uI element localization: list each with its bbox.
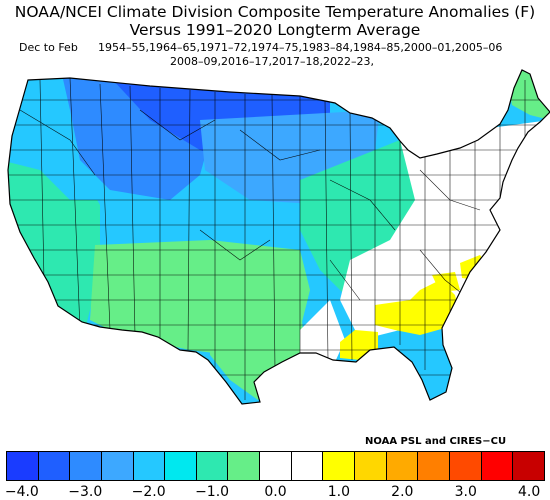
legend-swatch [513, 452, 544, 480]
region-southeast [375, 280, 460, 335]
legend-tick-label: −2.0 [131, 484, 166, 500]
legend-tick-label: 4.0 [518, 484, 541, 500]
legend-tick-label: 1.0 [327, 484, 351, 500]
legend-swatch [228, 452, 261, 480]
legend-swatch [481, 452, 514, 480]
us-climate-division-map [7, 69, 550, 405]
us-outline [7, 69, 550, 405]
region-southern-neutral [300, 300, 345, 362]
legend-swatch [101, 452, 134, 480]
data-credit: NOAA PSL and CIRES−CU [365, 436, 507, 447]
legend-tick-label: −4.0 [4, 484, 39, 500]
legend-swatch [260, 452, 292, 480]
legend-swatch [196, 452, 229, 480]
legend-swatch [133, 452, 166, 480]
legend-tick-label: −3.0 [68, 484, 103, 500]
legend-swatch [165, 452, 197, 480]
legend-swatch [323, 452, 356, 480]
map-title: NOAA/NCEI Climate Division Composite Tem… [14, 3, 536, 21]
legend-swatch [418, 452, 450, 480]
color-legend-bar [6, 451, 545, 481]
legend-swatch [38, 452, 71, 480]
legend-tick-label: 3.0 [454, 484, 477, 500]
season-label: Dec to Feb [19, 41, 78, 54]
map-subtitle: Versus 1991–2020 Longterm Average [129, 21, 421, 39]
legend-swatch [291, 452, 324, 480]
composite-years-line-2: 2008–09,2016–17,2017–18,2022–23, [170, 55, 374, 68]
legend-swatch [7, 452, 39, 480]
legend-swatch [386, 452, 419, 480]
legend-swatch [355, 452, 387, 480]
legend-swatch [449, 452, 482, 480]
composite-years-line-1: 1954–55,1964–65,1971–72,1974–75,1983–84,… [98, 41, 503, 54]
region-georgia-piedmont [432, 272, 460, 292]
legend-swatch [70, 452, 102, 480]
legend-tick-label: 2.0 [391, 484, 414, 500]
legend-tick-label: −1.0 [195, 484, 230, 500]
legend-tick-label: 0.0 [264, 484, 287, 500]
